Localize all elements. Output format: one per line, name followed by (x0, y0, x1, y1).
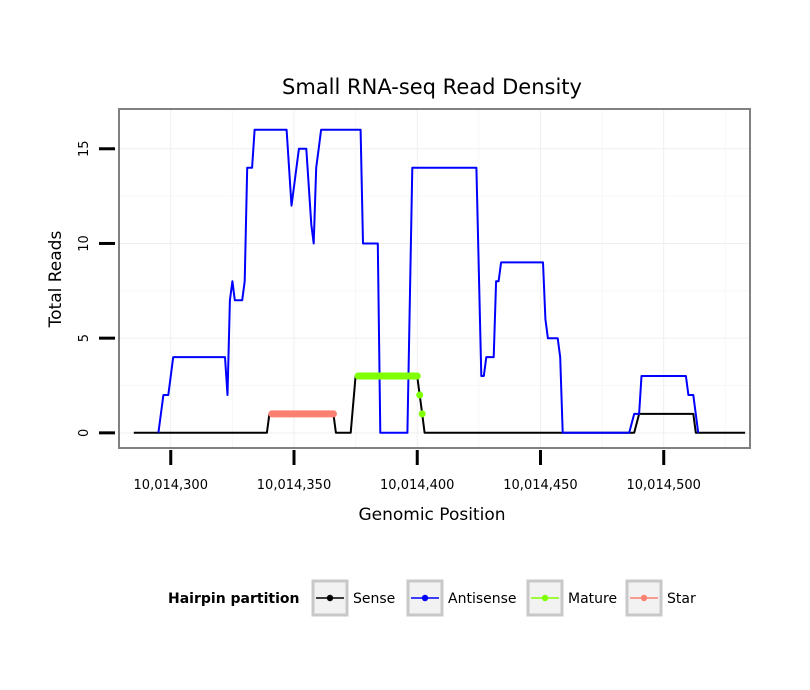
x-tick-label: 10,014,450 (503, 478, 577, 493)
x-tick-label: 10,014,400 (380, 478, 454, 493)
legend-key-dot-antisense (421, 594, 429, 602)
y-axis-title: Total Reads (46, 231, 66, 329)
legend-key-dot-star (640, 594, 648, 602)
legend-key-dot-mature (541, 594, 549, 602)
legend-label-sense: Sense (353, 591, 395, 607)
x-tick-label: 10,014,500 (627, 478, 701, 493)
legend-label-mature: Mature (568, 591, 617, 607)
y-tick-label: 15 (77, 140, 92, 157)
series-point-mature (418, 410, 426, 418)
series-point-mature (416, 391, 424, 399)
plot-series (133, 128, 746, 434)
x-axis-title: Genomic Position (358, 505, 505, 525)
y-tick-label: 0 (77, 429, 92, 437)
legend-label-antisense: Antisense (448, 591, 517, 607)
axes: 0 5 10 15 10,014,300 10,014,350 10,014,400 10,0… (77, 140, 701, 493)
legend: Hairpin partition Sense Antisense Mature St… (168, 579, 696, 617)
x-tick-label: 10,014,300 (134, 478, 208, 493)
y-tick-label: 5 (77, 334, 92, 342)
x-tick-label: 10,014,350 (257, 478, 331, 493)
plot-border (118, 108, 751, 449)
grid (119, 109, 750, 448)
y-tick-label: 10 (77, 235, 92, 252)
series-line-antisense (157, 128, 700, 434)
legend-title: Hairpin partition (168, 591, 299, 607)
legend-key-dot-sense (326, 594, 334, 602)
legend-label-star: Star (667, 591, 696, 607)
series-line-sense (133, 375, 746, 434)
chart-title: Small RNA-seq Read Density (282, 75, 582, 99)
